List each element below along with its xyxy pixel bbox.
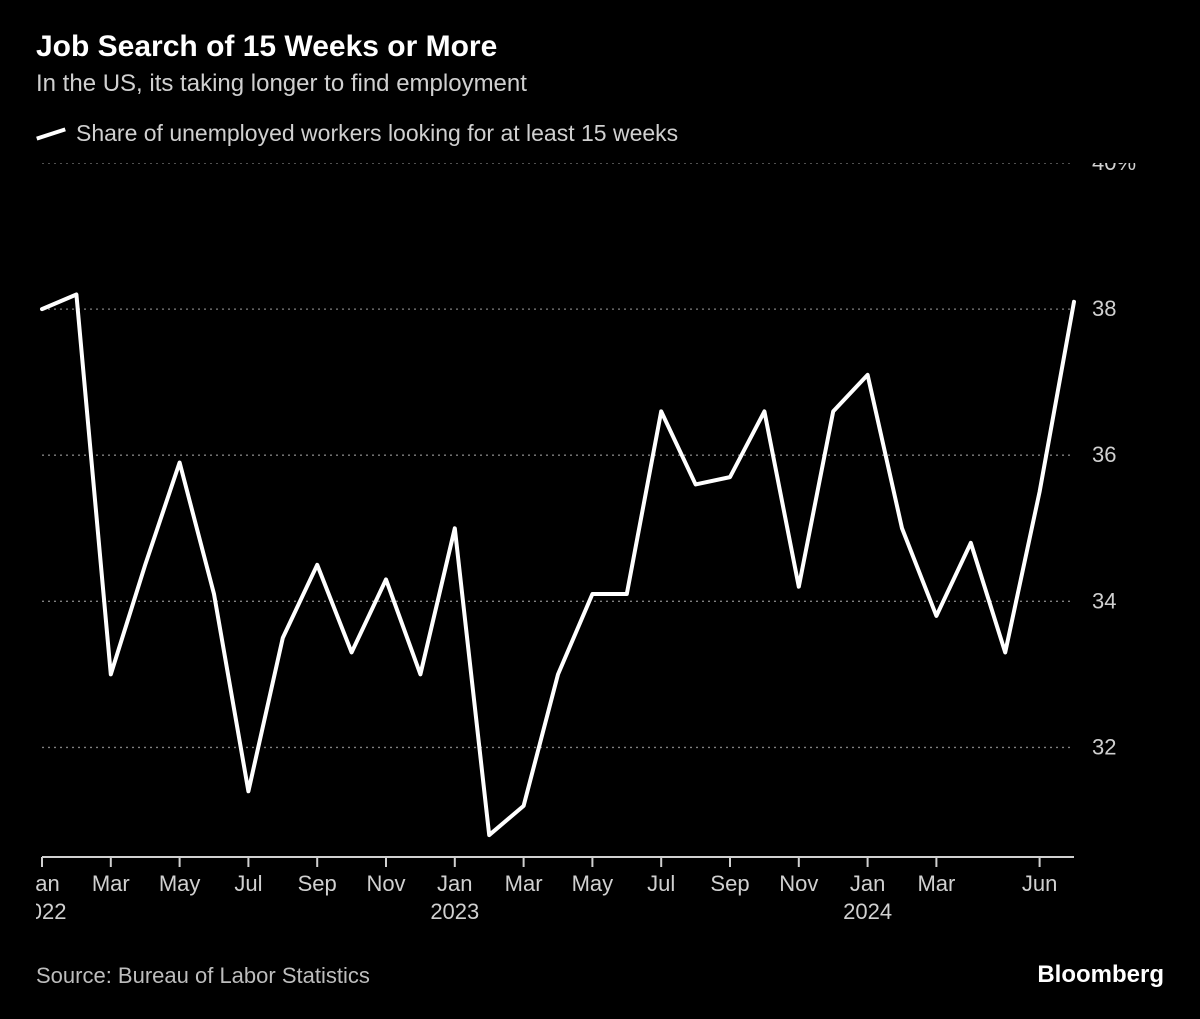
svg-text:Nov: Nov bbox=[366, 871, 405, 896]
svg-text:May: May bbox=[159, 871, 201, 896]
svg-text:34: 34 bbox=[1092, 588, 1116, 613]
svg-text:Mar: Mar bbox=[505, 871, 543, 896]
legend-label: Share of unemployed workers looking for … bbox=[76, 120, 678, 147]
svg-text:2022: 2022 bbox=[36, 899, 66, 924]
svg-text:40%: 40% bbox=[1092, 163, 1136, 175]
line-chart: 40% 38 36 34 32 Jan 2022 Mar May Jul Sep Nov Jan 2023… bbox=[36, 163, 1164, 937]
brand-logo: Bloomberg bbox=[1037, 961, 1164, 989]
svg-text:Jan: Jan bbox=[437, 871, 472, 896]
svg-text:32: 32 bbox=[1092, 734, 1116, 759]
svg-text:36: 36 bbox=[1092, 442, 1116, 467]
svg-text:Jul: Jul bbox=[234, 871, 262, 896]
legend: Share of unemployed workers looking for … bbox=[36, 120, 1164, 147]
svg-text:Jan: Jan bbox=[850, 871, 885, 896]
svg-text:Sep: Sep bbox=[298, 871, 337, 896]
chart-title: Job Search of 15 Weeks or More bbox=[36, 30, 1164, 64]
svg-text:Mar: Mar bbox=[917, 871, 955, 896]
svg-text:Sep: Sep bbox=[710, 871, 749, 896]
chart-subtitle: In the US, its taking longer to find emp… bbox=[36, 70, 1164, 98]
svg-text:Jul: Jul bbox=[647, 871, 675, 896]
svg-text:Jun: Jun bbox=[1022, 871, 1057, 896]
svg-text:Mar: Mar bbox=[92, 871, 130, 896]
chart-area: 40% 38 36 34 32 Jan 2022 Mar May Jul Sep Nov Jan 2023… bbox=[36, 163, 1164, 937]
svg-text:May: May bbox=[572, 871, 614, 896]
svg-text:Nov: Nov bbox=[779, 871, 818, 896]
svg-text:2024: 2024 bbox=[843, 899, 892, 924]
svg-text:Jan: Jan bbox=[36, 871, 60, 896]
svg-text:2023: 2023 bbox=[430, 899, 479, 924]
source-attribution: Source: Bureau of Labor Statistics bbox=[36, 963, 370, 989]
svg-text:38: 38 bbox=[1092, 296, 1116, 321]
legend-line-swatch bbox=[36, 127, 66, 140]
